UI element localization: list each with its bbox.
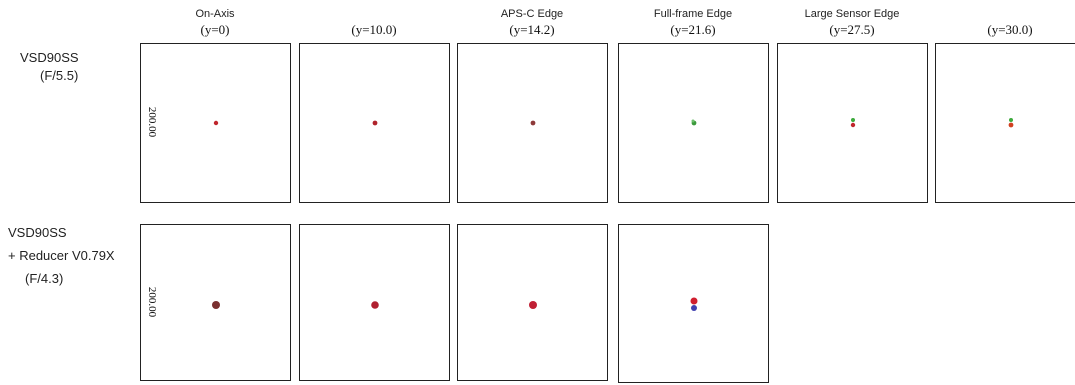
- column-title: Large Sensor Edge: [805, 8, 900, 20]
- spot: [213, 120, 219, 126]
- scale-label: 200.00: [146, 287, 158, 318]
- spot: [529, 301, 537, 309]
- spot: [850, 122, 856, 128]
- row-label: + Reducer V0.79X: [8, 248, 115, 263]
- spot-panel: [935, 43, 1075, 203]
- spot: [851, 118, 855, 122]
- column-field: (y=10.0): [351, 22, 396, 37]
- spot: [530, 120, 536, 126]
- spot: [1008, 122, 1014, 128]
- column-field: (y=21.6): [670, 22, 715, 37]
- spot: [1009, 118, 1013, 122]
- column-field: (y=30.0): [987, 22, 1032, 37]
- column-title: On-Axis: [195, 8, 235, 20]
- spot: [691, 119, 695, 123]
- column-field: (y=27.5): [829, 22, 874, 37]
- column-title: Full-frame Edge: [654, 8, 732, 20]
- spot: [690, 297, 698, 305]
- scale-label: 200.00: [146, 107, 158, 138]
- column-field: (y=0): [201, 22, 230, 37]
- row-label: VSD90SS: [20, 50, 79, 65]
- row-label: VSD90SS: [8, 225, 67, 240]
- row-label: (F/5.5): [40, 68, 78, 83]
- spot: [212, 301, 220, 309]
- spot: [691, 305, 697, 311]
- column-field: (y=14.2): [509, 22, 554, 37]
- row-label: (F/4.3): [25, 271, 63, 286]
- spot: [372, 120, 378, 126]
- spot: [371, 301, 379, 309]
- column-title: APS-C Edge: [501, 8, 563, 20]
